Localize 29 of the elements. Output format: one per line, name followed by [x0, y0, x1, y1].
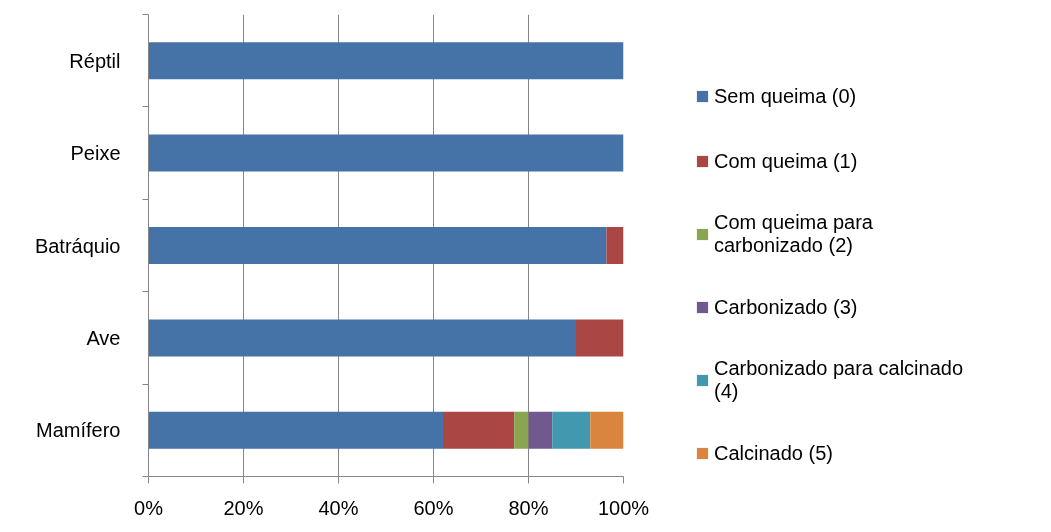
- x-tick-label: 80%: [508, 496, 549, 519]
- x-tick-label: 100%: [597, 496, 650, 519]
- bar: [576, 319, 624, 357]
- bar: [148, 319, 576, 357]
- y-tick-label: Réptil: [69, 49, 121, 72]
- y-tick-label: Batráquio: [34, 234, 121, 257]
- legend-label: Com queima para carbonizado (2): [714, 211, 873, 257]
- bar: [528, 411, 553, 449]
- x-tick-label: 20%: [223, 496, 264, 519]
- x-tick-label: 0%: [134, 496, 164, 519]
- y-tick-label: Peixe: [70, 142, 121, 165]
- bar: [148, 42, 624, 80]
- bar: [148, 227, 607, 264]
- bar: [443, 411, 515, 449]
- legend-label: Calcinado (5): [714, 440, 833, 466]
- x-tick-label: 40%: [318, 496, 359, 519]
- x-tick-label: 60%: [413, 496, 454, 519]
- bar: [514, 411, 529, 449]
- bar: [148, 411, 443, 449]
- bar: [552, 411, 591, 449]
- bar: [590, 411, 624, 449]
- y-tick-label: Ave: [86, 326, 121, 349]
- legend-label: Sem queima (0): [714, 83, 857, 109]
- y-tick-label: Mamífero: [36, 419, 121, 442]
- bar: [606, 227, 624, 264]
- legend-label: Com queima (1): [714, 148, 858, 174]
- legend-label: Carbonizado (3): [714, 294, 858, 320]
- legend-label: Carbonizado para calcinado (4): [714, 357, 964, 403]
- bar: [148, 134, 624, 172]
